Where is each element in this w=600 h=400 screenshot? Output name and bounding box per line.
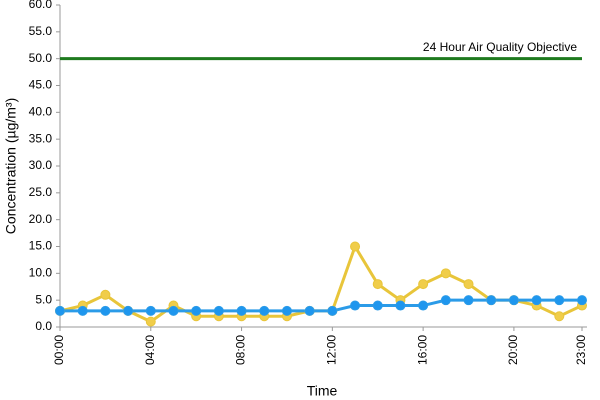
data-point bbox=[55, 305, 65, 316]
y-tick-label: 60.0 bbox=[29, 0, 53, 11]
data-point bbox=[463, 295, 474, 306]
x-tick-label: 12:00 bbox=[325, 335, 339, 365]
y-tick-label: 35.0 bbox=[29, 131, 53, 145]
data-point bbox=[236, 305, 247, 316]
y-tick-label: 30.0 bbox=[29, 158, 53, 172]
data-point bbox=[372, 300, 383, 311]
data-point bbox=[350, 241, 361, 252]
data-point bbox=[577, 295, 587, 306]
y-tick-label: 25.0 bbox=[29, 185, 53, 199]
data-point bbox=[145, 305, 156, 316]
data-point bbox=[350, 300, 361, 311]
data-point bbox=[191, 305, 202, 316]
x-tick-label: 23:00 bbox=[574, 335, 588, 365]
data-point bbox=[531, 295, 542, 306]
y-tick-label: 50.0 bbox=[29, 51, 53, 65]
data-point bbox=[554, 311, 565, 322]
y-tick-label: 15.0 bbox=[29, 239, 53, 253]
data-point bbox=[395, 300, 406, 311]
data-point bbox=[100, 289, 111, 300]
y-axis-label: Concentration (µg/m³) bbox=[3, 98, 19, 234]
x-tick-label: 04:00 bbox=[143, 335, 157, 365]
data-point bbox=[281, 305, 292, 316]
x-tick-label: 08:00 bbox=[234, 335, 248, 365]
data-point bbox=[508, 295, 519, 306]
reference-label: 24 Hour Air Quality Objective bbox=[423, 40, 577, 54]
y-tick-label: 45.0 bbox=[29, 78, 53, 92]
data-point bbox=[440, 268, 451, 279]
series-line bbox=[60, 298, 582, 313]
data-point bbox=[145, 316, 156, 327]
data-point bbox=[259, 305, 270, 316]
x-tick-label: 16:00 bbox=[415, 335, 429, 365]
data-point bbox=[304, 305, 315, 316]
data-point bbox=[100, 305, 111, 316]
data-point bbox=[372, 279, 383, 290]
data-point bbox=[213, 305, 224, 316]
data-point bbox=[440, 295, 451, 306]
data-point bbox=[168, 305, 179, 316]
x-axis-label: Time bbox=[307, 383, 338, 399]
y-tick-label: 20.0 bbox=[29, 212, 53, 226]
data-point bbox=[486, 295, 497, 306]
data-point bbox=[418, 279, 429, 290]
y-tick-label: 0.0 bbox=[35, 319, 52, 333]
data-point bbox=[554, 295, 565, 306]
data-point bbox=[418, 300, 429, 311]
x-tick-label: 00:00 bbox=[52, 335, 66, 365]
y-tick-label: 40.0 bbox=[29, 105, 53, 119]
y-tick-label: 55.0 bbox=[29, 24, 53, 38]
x-tick-label: 20:00 bbox=[506, 335, 520, 365]
data-point bbox=[123, 305, 134, 316]
y-tick-label: 5.0 bbox=[35, 292, 52, 306]
data-point bbox=[463, 279, 474, 290]
data-point bbox=[327, 305, 338, 316]
data-point bbox=[77, 305, 88, 316]
y-tick-label: 10.0 bbox=[29, 266, 53, 280]
